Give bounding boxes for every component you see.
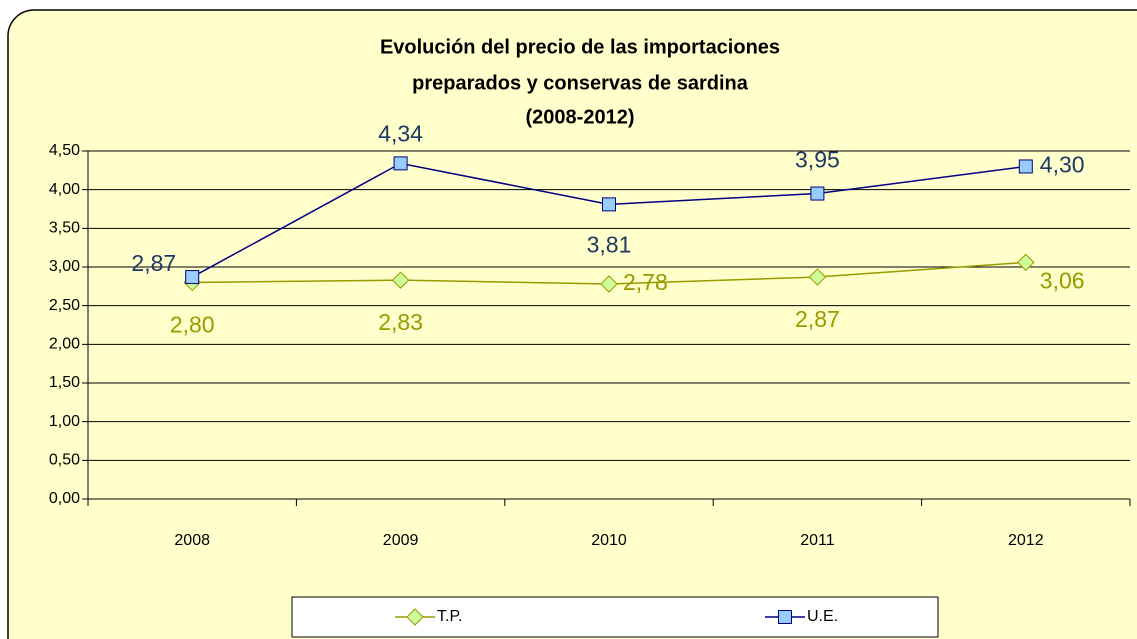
data-point	[393, 156, 408, 171]
x-tick-label: 2009	[383, 532, 419, 549]
x-tick-label: 2012	[1008, 532, 1044, 549]
data-label: 4,30	[1040, 152, 1085, 178]
chart-title: preparados y conservas de sardina	[412, 72, 749, 94]
data-point	[185, 270, 200, 285]
y-tick-label: 2,50	[49, 297, 80, 314]
data-label: 4,34	[378, 120, 423, 146]
y-tick-label: 3,50	[49, 220, 80, 237]
data-point	[600, 275, 618, 293]
y-tick-label: 3,00	[49, 258, 80, 275]
y-tick-label: 4,00	[49, 181, 80, 198]
legend-marker	[406, 608, 424, 626]
data-point	[1017, 253, 1035, 272]
data-point	[391, 271, 410, 289]
y-tick-label: 0,50	[49, 452, 80, 469]
data-point	[810, 186, 825, 201]
x-tick-label: 2008	[174, 532, 210, 549]
data-point	[602, 197, 616, 212]
y-tick-label: 0,00	[49, 490, 80, 507]
x-tick-label: 2010	[591, 532, 627, 549]
data-label: 2,83	[378, 309, 423, 335]
legend-label: U.E.	[807, 608, 838, 625]
data-point	[1018, 159, 1033, 174]
y-tick-label: 4,50	[49, 142, 80, 159]
data-label: 3,81	[587, 231, 632, 257]
chart-title: (2008-2012)	[526, 106, 635, 128]
legend-box	[291, 596, 939, 638]
data-point	[808, 268, 827, 286]
data-label: 2,87	[795, 306, 840, 332]
legend-marker	[778, 610, 792, 624]
data-label: 2,78	[623, 269, 668, 295]
data-label: 3,06	[1040, 267, 1085, 293]
chart-area	[7, 9, 1137, 639]
data-label: 2,87	[131, 250, 176, 276]
legend-label: T.P.	[437, 608, 463, 625]
x-tick-label: 2011	[800, 532, 835, 549]
data-label: 3,95	[795, 147, 840, 173]
y-tick-label: 2,00	[49, 336, 80, 353]
chart-title: Evolución del precio de las importacione…	[380, 36, 780, 58]
data-label: 2,80	[170, 312, 215, 338]
y-tick-label: 1,50	[49, 374, 80, 391]
y-tick-label: 1,00	[49, 413, 80, 430]
